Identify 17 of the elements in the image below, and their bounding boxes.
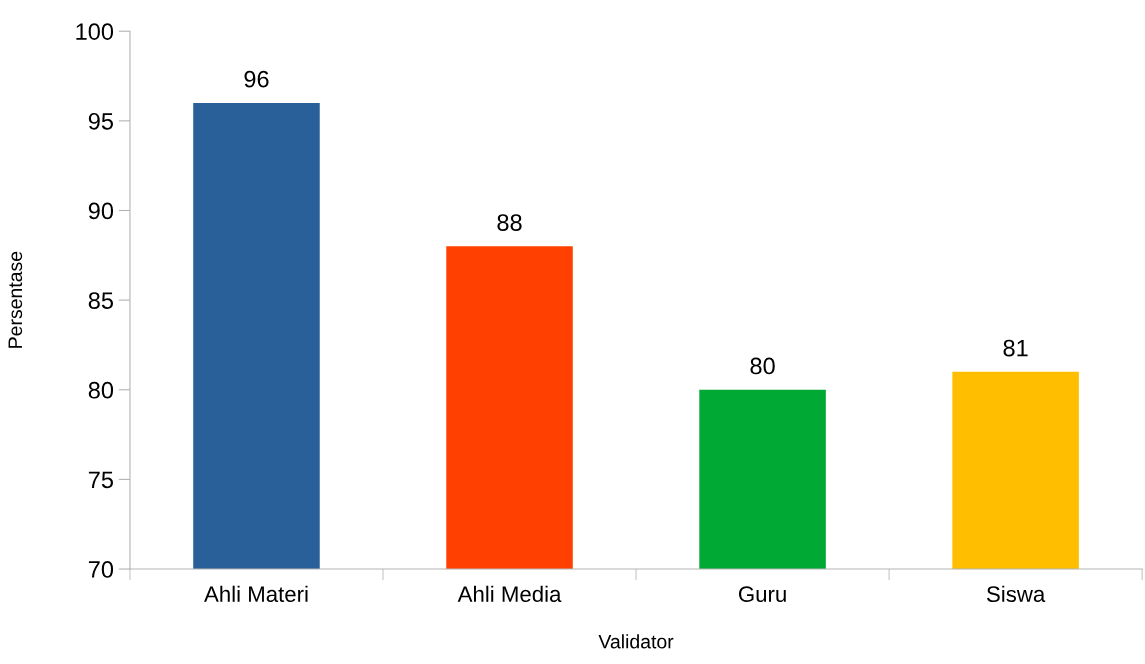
y-tick-label: 75 [88,471,113,489]
y-tick-label: 100 [76,23,114,40]
x-tick-label: Ahli Media [457,585,562,603]
x-axis-title: Validator [598,634,674,649]
data-label: 96 [244,70,269,88]
data-label: 88 [497,214,522,231]
y-tick-label: 90 [88,202,114,220]
data-label: 81 [1003,339,1028,357]
y-axis-title: Persentase [8,251,23,348]
y-tick-label: 80 [88,381,114,399]
x-tick-label: Ahli Materi [204,585,308,603]
data-label: 80 [750,357,775,375]
x-tick-label: Siswa [986,585,1046,603]
y-tick-label: 70 [88,561,114,578]
x-tick-label: Guru [738,586,786,603]
y-tick-label: 95 [88,112,113,130]
y-tick-label: 85 [88,292,113,309]
